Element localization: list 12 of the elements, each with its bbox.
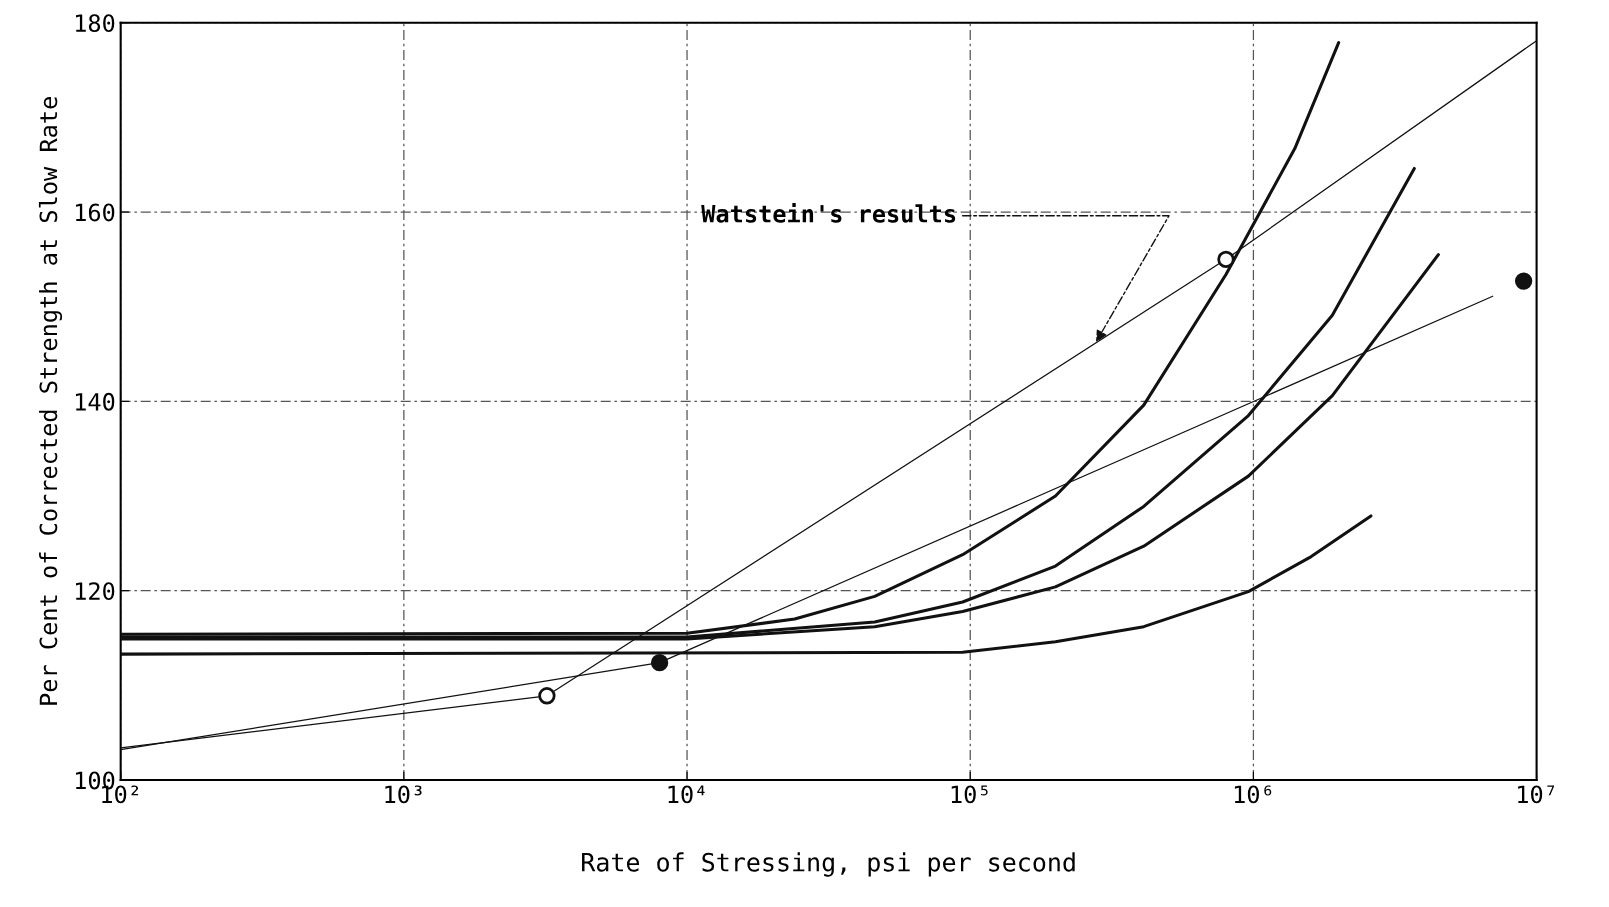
y-tick-label: 120 bbox=[76, 582, 115, 601]
y-tick-label: 160 bbox=[76, 203, 115, 222]
y-tick-label: 140 bbox=[76, 392, 115, 411]
x-tick-label: 10⁴ bbox=[668, 785, 705, 804]
x-tick-label: 10³ bbox=[385, 785, 422, 804]
y-axis-title: Per Cent of Corrected Strength at Slow Rate bbox=[38, 97, 63, 705]
x-tick-label: 10⁶ bbox=[1234, 785, 1272, 804]
x-tick-label: 10⁷ bbox=[1518, 785, 1555, 804]
y-tick-label: 180 bbox=[76, 14, 115, 33]
x-axis-title: Rate of Stressing, psi per second bbox=[582, 852, 1075, 877]
annotation: Watstein's results bbox=[701, 203, 956, 223]
x-tick-label: 10⁵ bbox=[951, 785, 988, 804]
